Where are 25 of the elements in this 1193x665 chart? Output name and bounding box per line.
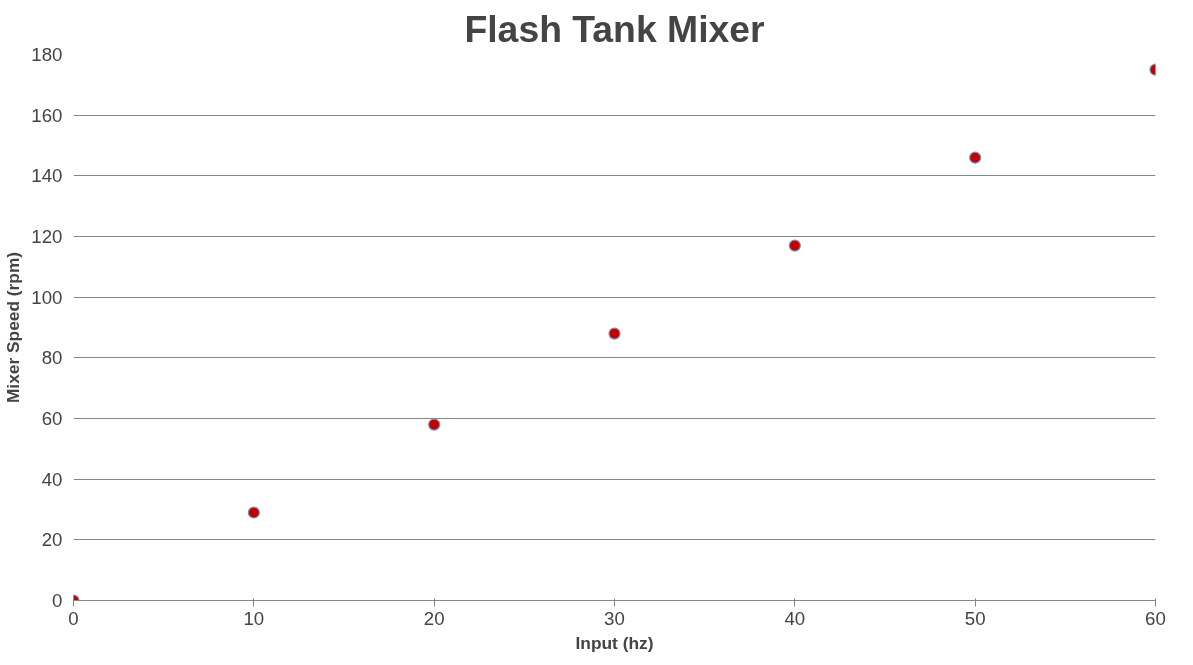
y-tick-label: 140 bbox=[31, 165, 63, 187]
x-tick-label: 10 bbox=[243, 607, 265, 629]
x-tick-label: 0 bbox=[68, 607, 79, 629]
x-tick-label: 20 bbox=[423, 607, 445, 629]
x-tick-label: 30 bbox=[604, 607, 625, 629]
y-tick-label: 0 bbox=[52, 590, 63, 611]
point bbox=[247, 506, 260, 519]
y-tick-label: 20 bbox=[41, 529, 63, 551]
x-axis-title: Input (hz) bbox=[575, 632, 654, 653]
x-tick-label: 40 bbox=[784, 607, 806, 629]
point bbox=[969, 151, 982, 164]
y-tick-label: 80 bbox=[41, 347, 63, 369]
y-tick-label: 40 bbox=[41, 468, 63, 490]
y-tick-label: 100 bbox=[31, 286, 63, 308]
chart-title: Flash Tank Mixer bbox=[464, 7, 765, 50]
x-tick-label: 60 bbox=[1145, 607, 1166, 629]
point bbox=[788, 239, 801, 252]
x-tick-label: 50 bbox=[964, 607, 986, 629]
y-tick-label: 160 bbox=[31, 104, 63, 126]
y-tick-label: 120 bbox=[31, 226, 63, 247]
point bbox=[608, 327, 621, 340]
y-tick-label: 60 bbox=[41, 408, 63, 429]
y-tick-label: 180 bbox=[31, 44, 63, 65]
y-axis-title: Mixer Speed (rpm) bbox=[3, 251, 24, 404]
point bbox=[428, 418, 441, 431]
